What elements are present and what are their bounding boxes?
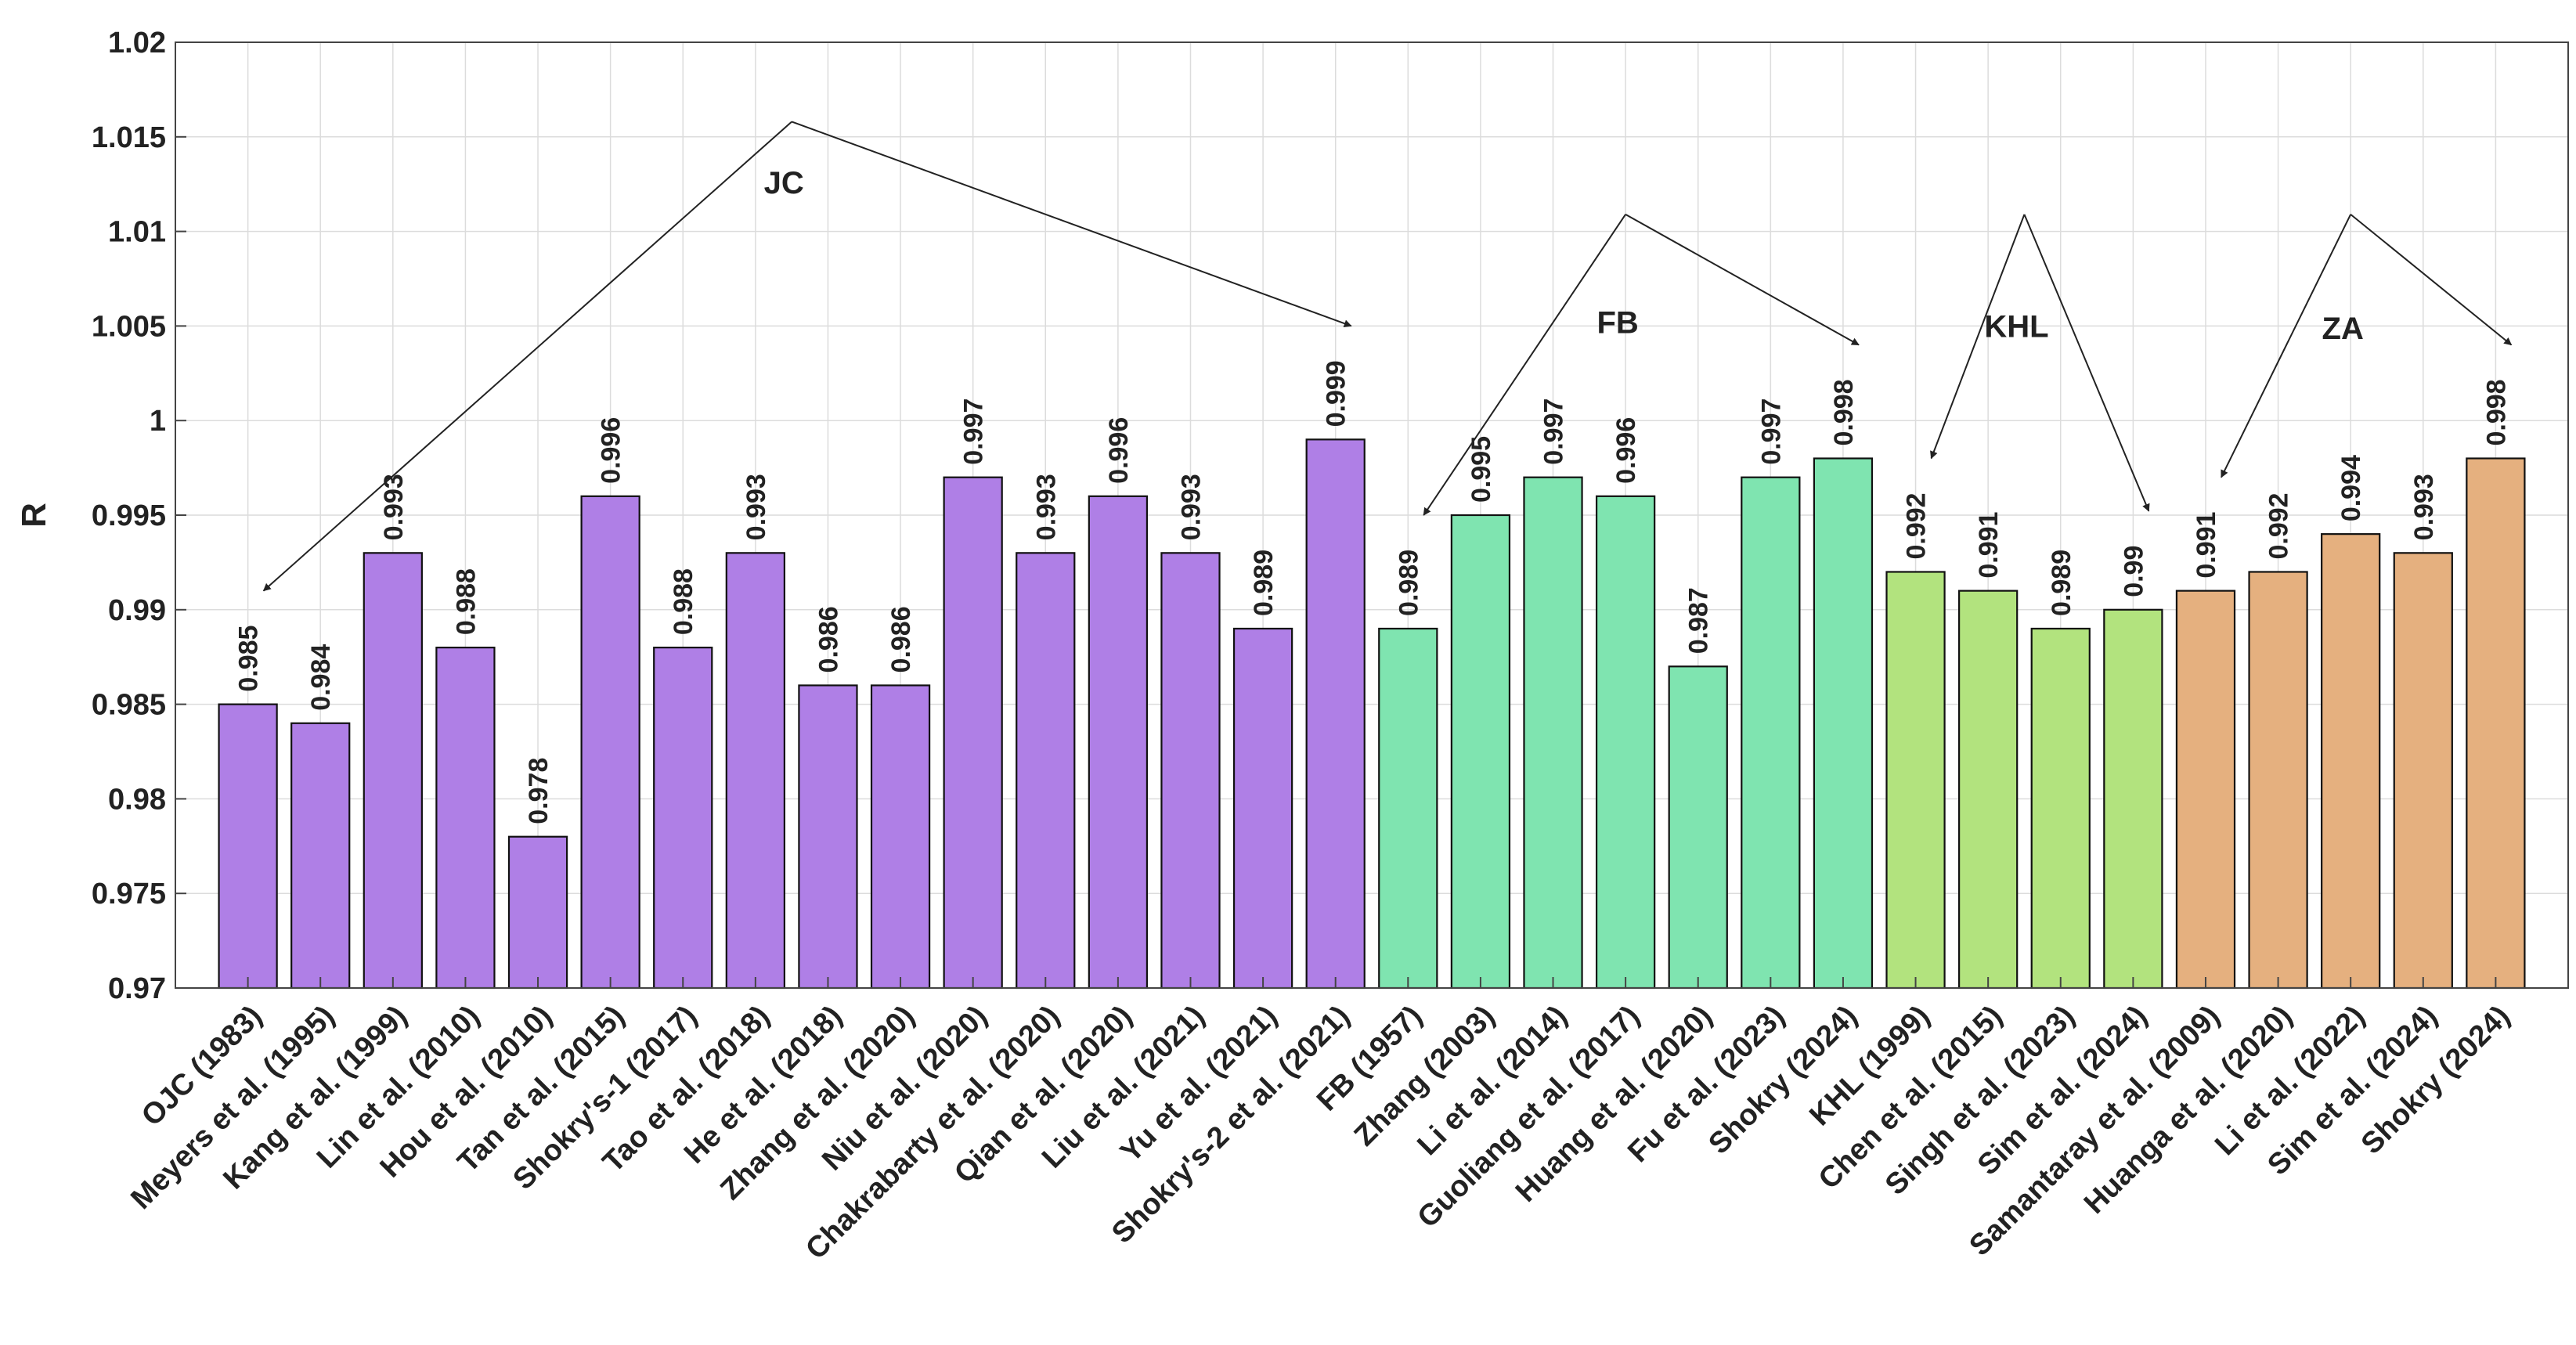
group-arrow-right — [2350, 214, 2513, 346]
y-tick-label: 0.97 — [108, 972, 166, 1005]
value-label: 0.998 — [1829, 379, 1859, 445]
bars — [218, 438, 2526, 990]
value-label: 0.996 — [1104, 417, 1134, 484]
y-tick-label: 0.975 — [92, 878, 166, 910]
bar — [1523, 476, 1583, 990]
value-label: 0.999 — [1322, 360, 1351, 427]
value-label: 0.986 — [886, 606, 916, 672]
group-arrow-right — [1625, 213, 1860, 346]
value-label: 0.996 — [1611, 417, 1641, 484]
bar — [798, 684, 858, 990]
bar — [2321, 533, 2381, 990]
bar — [2030, 627, 2091, 990]
bar — [580, 495, 640, 990]
group-labels: JC FB KHL ZA — [764, 166, 2364, 346]
group-arrow-left — [262, 121, 792, 592]
value-label: 0.997 — [1756, 398, 1786, 465]
value-label: 0.998 — [2481, 379, 2511, 445]
value-label: 0.996 — [597, 417, 626, 484]
value-label: 0.987 — [1684, 587, 1714, 654]
bar — [870, 684, 931, 990]
value-label: 0.989 — [1394, 550, 1423, 616]
bar — [1668, 665, 1728, 990]
value-label: 0.985 — [234, 626, 264, 692]
value-label: 0.986 — [814, 606, 843, 672]
group-label: KHL — [1984, 309, 2048, 344]
value-label: 0.997 — [959, 398, 989, 465]
group-label: FB — [1596, 306, 1638, 341]
value-label: 0.978 — [524, 758, 554, 824]
x-axis: OJC (1983)Meyers et al. (1995)Kang et al… — [124, 977, 2516, 1266]
y-tick-label: 1.015 — [92, 121, 166, 154]
group-arrow-right — [2023, 214, 2150, 512]
bar — [2175, 590, 2236, 990]
bar — [1088, 495, 1149, 990]
y-tick-label: 0.995 — [92, 499, 166, 532]
bar — [1813, 457, 1874, 990]
value-label: 0.992 — [2264, 492, 2294, 559]
bar — [1232, 627, 1293, 990]
bar — [363, 552, 423, 990]
bar — [1958, 590, 2019, 990]
bar — [1885, 571, 1946, 990]
bar — [435, 647, 496, 990]
group-arrow-left — [2221, 214, 2352, 478]
bar — [653, 647, 713, 990]
value-label: 0.993 — [2409, 474, 2439, 540]
value-label: 0.988 — [669, 568, 698, 635]
bar — [1741, 476, 1801, 990]
bar — [2466, 457, 2526, 990]
group-label: ZA — [2322, 312, 2364, 346]
group-arrow-left — [1423, 214, 1626, 516]
value-label: 0.992 — [1902, 492, 1932, 559]
bar — [1016, 552, 1076, 990]
bar — [1378, 627, 1438, 990]
y-tick-label: 1 — [150, 405, 166, 438]
bar — [1160, 552, 1221, 990]
value-label: 0.993 — [1031, 474, 1061, 540]
bar — [290, 722, 351, 990]
value-label: 0.984 — [306, 644, 336, 711]
y-axis-title: R — [15, 503, 53, 528]
value-label: 0.994 — [2336, 455, 2366, 521]
bar — [1450, 514, 1511, 990]
bar — [507, 835, 568, 990]
value-label: 0.991 — [1974, 512, 2004, 579]
group-arrows — [262, 121, 2513, 592]
y-tick-label: 0.98 — [108, 783, 166, 816]
value-label: 0.99 — [2119, 546, 2148, 597]
y-axis: 0.97 0.975 0.98 0.985 0.99 0.995 1 1.005 1.01 1.0… — [92, 27, 186, 1005]
bar — [1595, 495, 1656, 990]
bar — [2393, 552, 2453, 990]
value-label: 0.995 — [1467, 436, 1496, 503]
group-arrow-right — [791, 121, 1352, 327]
value-labels: 0.985 0.984 0.993 0.988 0.978 0.996 0.988 0.993… — [234, 360, 2512, 824]
y-tick-label: 1.02 — [108, 27, 166, 59]
value-label: 0.993 — [1176, 474, 1206, 540]
value-label: 0.988 — [451, 568, 481, 635]
value-label: 0.989 — [1249, 550, 1279, 616]
value-label: 0.989 — [2047, 550, 2076, 616]
y-tick-label: 1.01 — [108, 216, 166, 249]
bar — [725, 552, 785, 990]
y-tick-label: 0.99 — [108, 594, 166, 627]
y-tick-label: 0.985 — [92, 689, 166, 722]
group-arrow-left — [1930, 214, 2026, 460]
value-label: 0.997 — [1539, 398, 1569, 465]
bar — [218, 703, 278, 990]
bar — [943, 476, 1003, 990]
value-label: 0.991 — [2192, 512, 2221, 579]
group-label: JC — [764, 166, 804, 200]
bar — [2248, 571, 2308, 990]
bar — [2103, 608, 2163, 990]
value-label: 0.993 — [741, 474, 771, 540]
y-tick-label: 1.005 — [92, 310, 166, 343]
bar — [1305, 438, 1366, 990]
